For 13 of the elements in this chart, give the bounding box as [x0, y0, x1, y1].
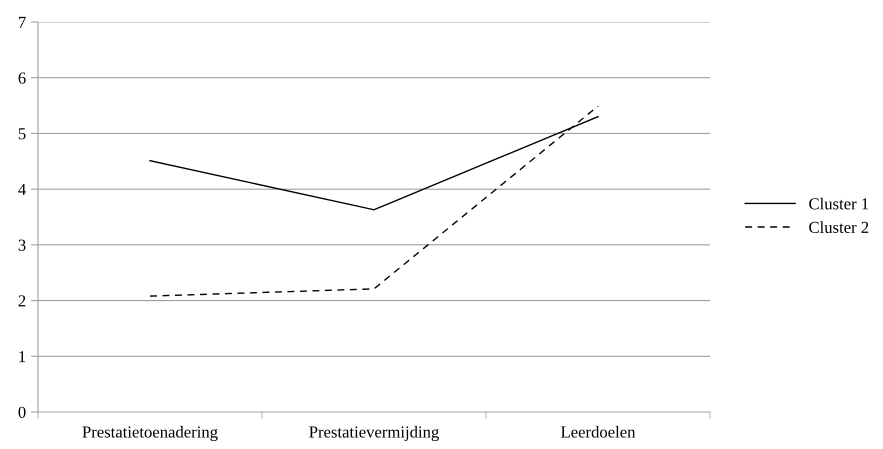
- y-tick-label: 1: [19, 351, 26, 362]
- y-tick-label: 4: [18, 184, 26, 195]
- x-tick-label: Prestatietoenadering: [82, 426, 218, 442]
- y-tick-label: 6: [18, 72, 26, 84]
- x-tick-label: Leerdoelen: [561, 426, 636, 438]
- y-tick-label: 0: [18, 406, 26, 418]
- legend-label: Cluster 1: [809, 198, 868, 210]
- y-tick-label: 7: [18, 16, 26, 28]
- y-tick-label: 2: [18, 295, 26, 306]
- y-tick-label: 5: [18, 128, 26, 140]
- x-tick-label: Prestatievermijding: [309, 426, 439, 442]
- y-tick-label: 3: [18, 240, 26, 251]
- legend-label: Cluster 2: [809, 221, 868, 233]
